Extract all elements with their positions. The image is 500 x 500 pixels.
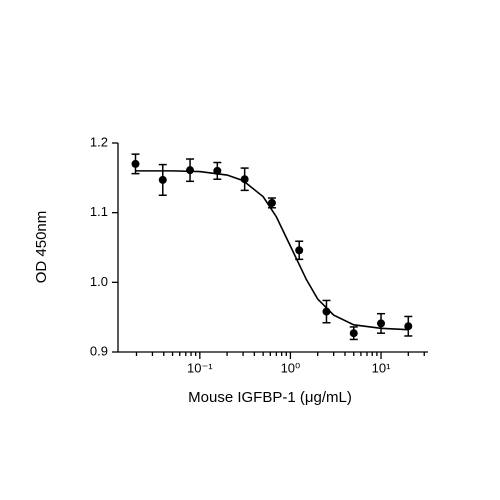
data-point <box>158 175 167 184</box>
data-point <box>322 307 331 316</box>
x-tick-label: 10¹ <box>372 360 391 375</box>
data-point <box>295 246 304 255</box>
x-tick-label: 10⁻¹ <box>187 360 213 375</box>
y-tick-label: 1.1 <box>90 204 108 219</box>
data-point <box>240 175 249 184</box>
data-point <box>186 166 195 175</box>
fit-curve <box>135 170 409 331</box>
data-point <box>349 329 358 338</box>
y-axis-label: OD 450nm <box>33 211 50 284</box>
data-point <box>377 319 386 328</box>
y-tick-label: 0.9 <box>90 343 108 358</box>
data-point <box>213 166 222 175</box>
data-point <box>404 322 413 331</box>
y-tick-label: 1.2 <box>90 134 108 149</box>
x-axis-label: Mouse IGFBP-1 (μg/mL) <box>188 389 352 406</box>
data-point <box>131 159 140 168</box>
y-tick-label: 1.0 <box>90 274 108 289</box>
x-tick-label: 10⁰ <box>281 360 301 375</box>
data-point <box>267 198 276 207</box>
